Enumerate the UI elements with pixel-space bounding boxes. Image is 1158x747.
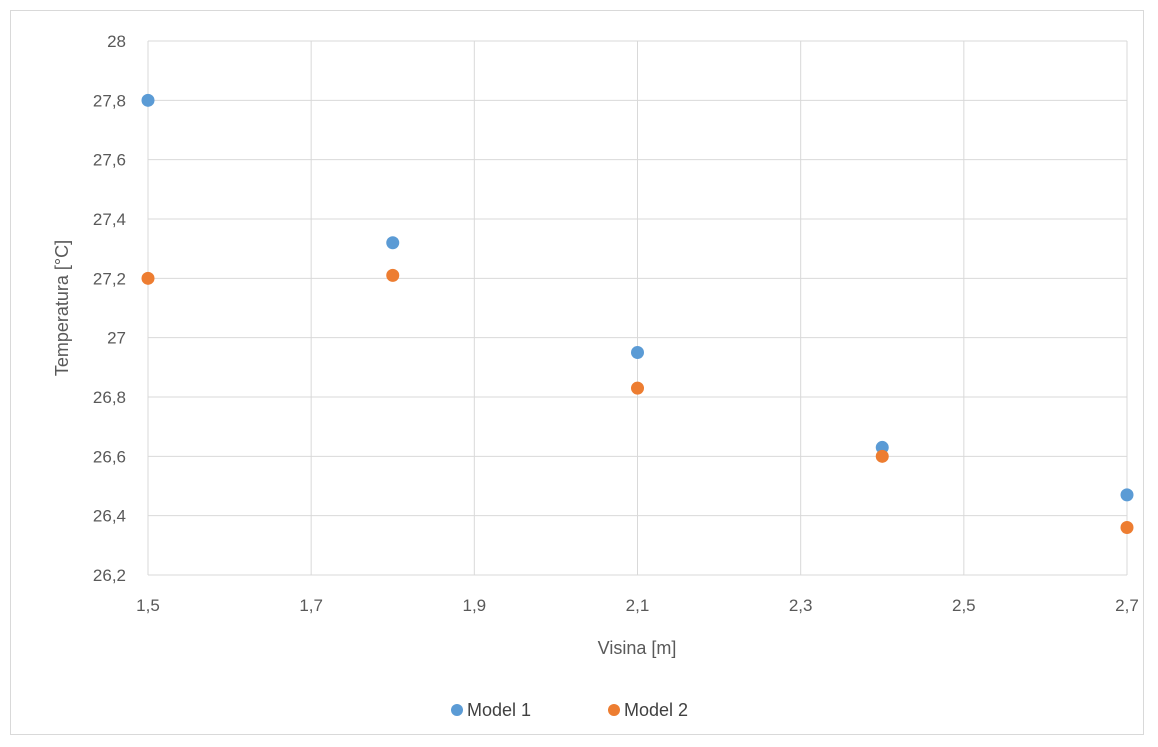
data-point-model-1 <box>875 440 889 454</box>
data-point-model-1 <box>141 93 155 107</box>
y-tick-label: 27,6 <box>93 151 126 170</box>
x-tick-label: 2,3 <box>789 596 813 615</box>
chart-area <box>10 10 1144 735</box>
y-tick-label: 26,2 <box>93 566 126 585</box>
legend-marker-model-2 <box>608 704 620 716</box>
y-tick-label: 28 <box>107 32 126 51</box>
data-point-model-1 <box>1120 488 1134 502</box>
x-tick-label: 1,7 <box>299 596 323 615</box>
y-tick-label: 27,2 <box>93 269 126 288</box>
y-tick-label: 27,4 <box>93 210 126 229</box>
legend-label-model-1: Model 1 <box>467 700 531 720</box>
data-point-model-2 <box>141 271 155 285</box>
legend: Model 1 Model 2 <box>451 700 688 720</box>
x-tick-label: 2,7 <box>1115 596 1139 615</box>
x-tick-label: 2,1 <box>626 596 650 615</box>
data-points <box>141 93 1134 535</box>
data-point-model-2 <box>875 449 889 463</box>
data-point-model-2 <box>631 381 644 395</box>
y-axis-title: Temperatura [°C] <box>52 240 72 376</box>
y-tick-label: 26,8 <box>93 388 126 407</box>
grid <box>147 40 1128 576</box>
data-point-model-1 <box>631 346 644 359</box>
y-tick-label: 26,4 <box>93 507 126 526</box>
data-point-model-2 <box>1120 521 1134 535</box>
x-tick-label: 2,5 <box>952 596 976 615</box>
y-tick-label: 27,8 <box>93 91 126 110</box>
x-axis-ticks: 1,5 1,7 1,9 2,1 2,3 2,5 2,7 <box>136 596 1139 615</box>
y-tick-label: 26,6 <box>93 447 126 466</box>
y-tick-label: 27 <box>107 329 126 348</box>
legend-label-model-2: Model 2 <box>624 700 688 720</box>
x-axis-title: Visina [m] <box>598 638 677 658</box>
legend-marker-model-1 <box>451 704 463 716</box>
x-tick-label: 1,5 <box>136 596 160 615</box>
x-tick-label: 1,9 <box>463 596 487 615</box>
data-point-model-1 <box>386 236 400 250</box>
y-axis-ticks: 26,2 26,4 26,6 26,8 27 27,2 27,4 27,6 27,8 28 <box>93 32 126 585</box>
data-point-model-2 <box>386 268 400 282</box>
